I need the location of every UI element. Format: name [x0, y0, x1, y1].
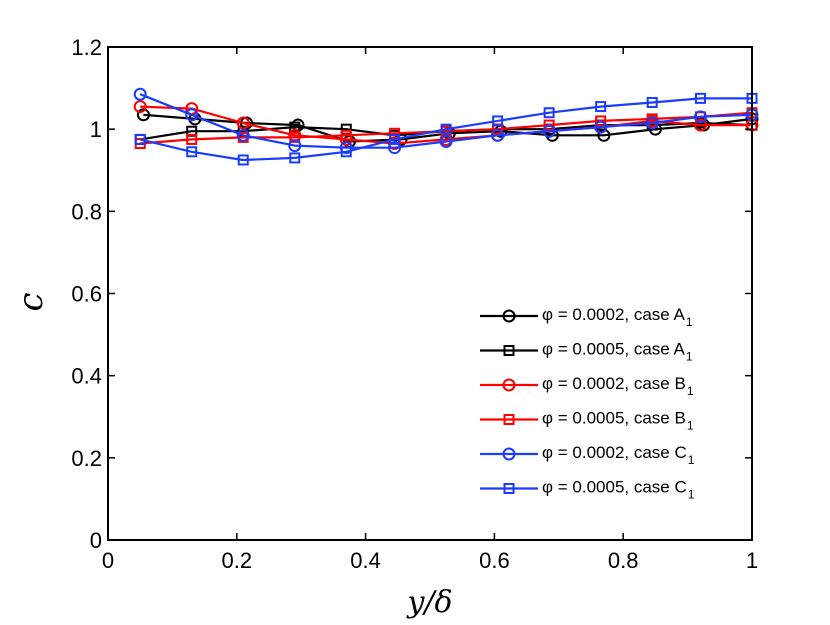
x-tick-label: 0.4 — [350, 548, 381, 573]
legend-label: φ = 0.0002, case A — [542, 305, 686, 324]
x-tick-label: 0.6 — [479, 548, 510, 573]
series-line — [140, 111, 753, 145]
legend-label: φ = 0.0005, case B — [542, 409, 686, 428]
x-axis-label: y/δ — [405, 585, 452, 620]
data-point — [186, 146, 198, 158]
data-point — [646, 96, 658, 108]
y-tick-label: 0.8 — [71, 199, 102, 224]
series-line — [140, 105, 752, 145]
ticks-layer: 0 0.2 0.4 0.6 0.8 1 0 0.2 0.4 0.6 0.8 1 1.2 — [71, 35, 758, 573]
y-tick-label: 0.2 — [71, 446, 102, 471]
data-point — [388, 141, 402, 155]
x-tick-label: 1 — [746, 548, 758, 573]
data-point — [134, 133, 146, 145]
legend-label: φ = 0.0002, case B — [542, 374, 686, 393]
legend-marker — [502, 309, 516, 323]
data-point — [340, 146, 352, 158]
data-point — [236, 128, 250, 142]
data-point — [288, 139, 302, 153]
legend-marker — [503, 414, 515, 425]
data-point — [289, 121, 301, 133]
legend-subscript: 1 — [686, 315, 693, 329]
legend-subscript: 1 — [687, 419, 694, 433]
y-tick-label: 0.4 — [71, 364, 102, 389]
y-axis-label: c — [11, 292, 51, 311]
data-point — [694, 92, 706, 104]
data-point — [543, 107, 555, 119]
data-point — [492, 115, 504, 127]
legend-marker — [502, 378, 516, 392]
data-point — [237, 154, 249, 166]
series-layer — [133, 87, 759, 166]
y-tick-label: 0 — [90, 528, 102, 553]
data-point — [389, 127, 401, 139]
data-point — [185, 108, 199, 122]
data-point — [543, 119, 555, 131]
data-point — [236, 116, 250, 130]
legend-label: φ = 0.0005, case C — [542, 478, 687, 497]
series-5 — [133, 87, 759, 155]
data-point — [693, 118, 707, 132]
data-point — [133, 87, 147, 101]
data-point — [542, 124, 556, 138]
legend-marker — [503, 483, 515, 494]
legend-subscript: 1 — [687, 384, 694, 398]
data-point — [136, 108, 150, 122]
data-point — [440, 123, 452, 135]
data-point — [645, 116, 659, 130]
data-point — [595, 115, 607, 127]
x-tick-label: 0 — [102, 548, 114, 573]
legend-label: φ = 0.0002, case C — [542, 443, 687, 462]
data-point — [133, 100, 147, 114]
series-line — [139, 97, 752, 162]
legend: φ = 0.0002, case A 1φ = 0.0005, case A 1φ … — [480, 305, 695, 502]
data-point — [491, 128, 505, 142]
x-tick-label: 0.2 — [222, 548, 253, 573]
legend-subscript: 1 — [688, 453, 695, 467]
legend-marker — [503, 345, 515, 356]
legend-marker — [502, 447, 516, 461]
y-tick-label: 0.6 — [71, 282, 102, 307]
data-point — [340, 129, 352, 141]
data-point — [594, 120, 608, 134]
data-point — [693, 110, 707, 124]
data-point — [289, 152, 301, 164]
legend-subscript: 1 — [686, 350, 693, 364]
data-point — [595, 101, 607, 113]
data-point — [289, 131, 301, 143]
legend-label: φ = 0.0005, case A — [542, 340, 686, 359]
data-point — [439, 134, 453, 148]
y-tick-label: 1 — [90, 117, 102, 142]
data-point — [389, 133, 401, 145]
legend-subscript: 1 — [688, 488, 695, 502]
data-point — [186, 133, 198, 145]
y-tick-label: 1.2 — [71, 35, 102, 60]
x-tick-label: 0.8 — [608, 548, 639, 573]
series-line — [139, 93, 753, 149]
